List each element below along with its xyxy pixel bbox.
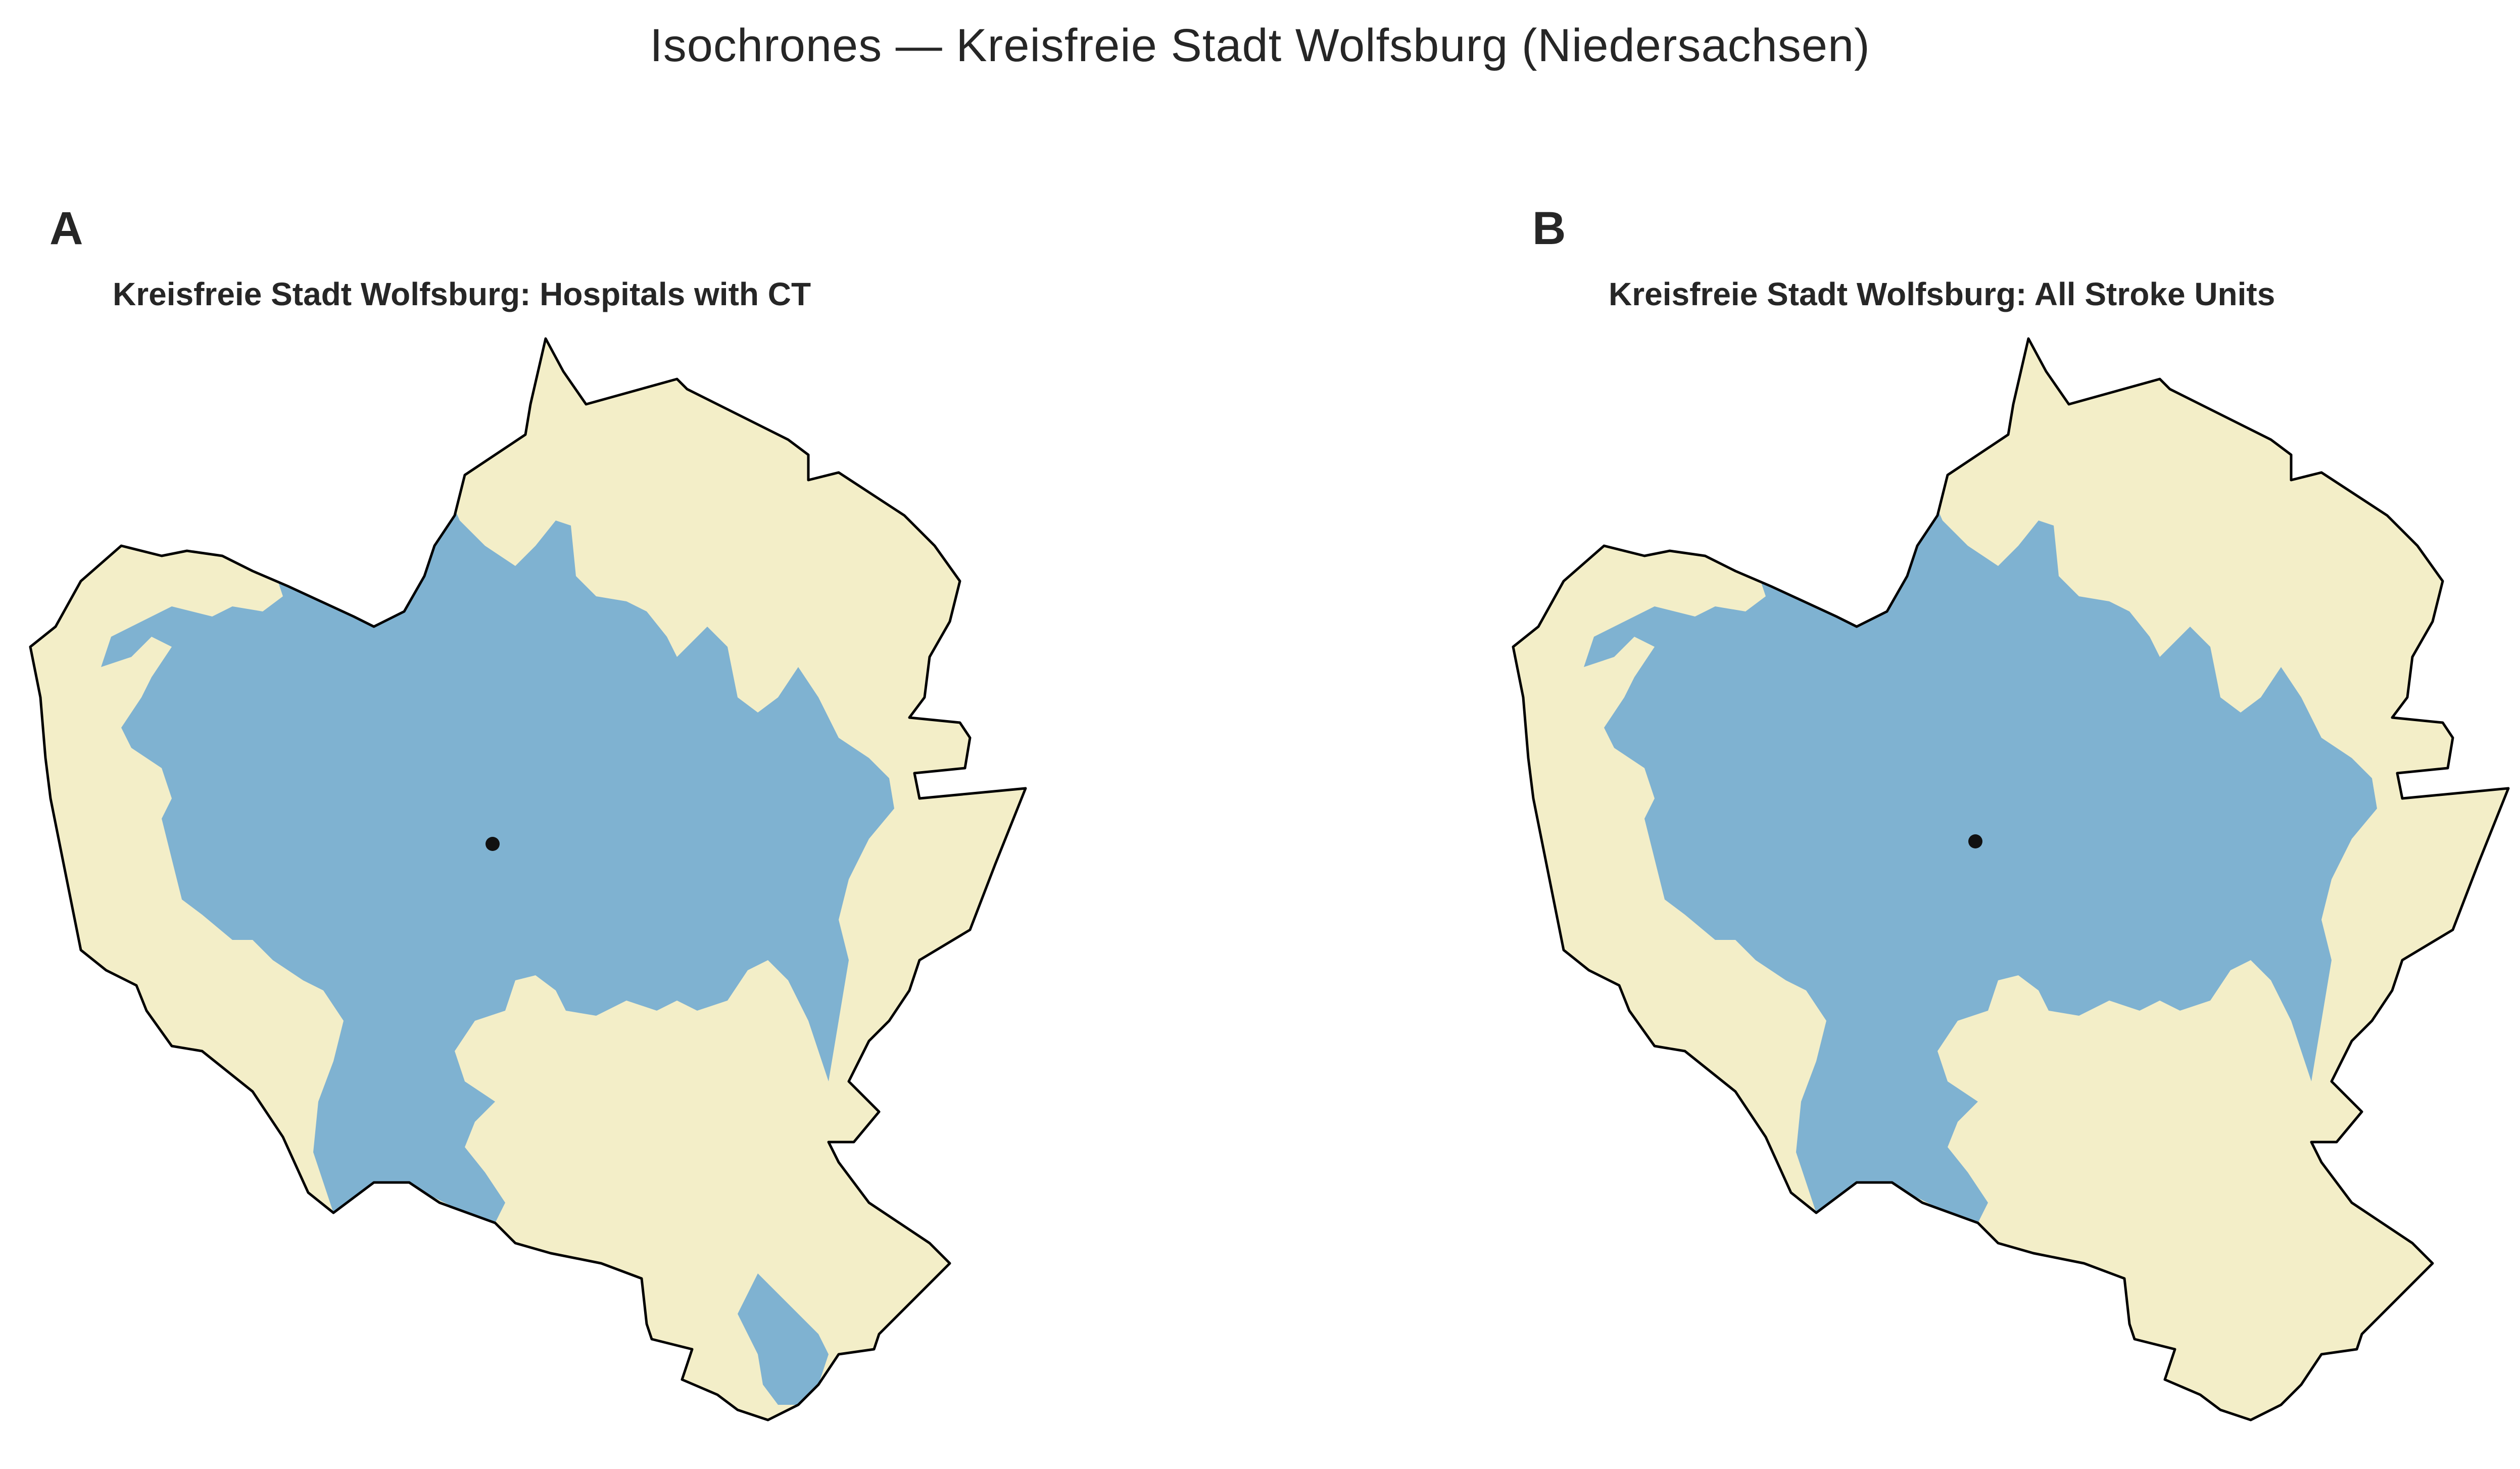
panel-letter: B — [1532, 203, 1566, 254]
origin-point — [1968, 834, 1982, 848]
figure-title: Isochrones — Kreisfreie Stadt Wolfsburg … — [650, 20, 1870, 71]
map-b — [1512, 337, 2510, 1421]
origin-point — [486, 837, 500, 851]
isochrone-area — [101, 475, 894, 1405]
panel-title: Kreisfreie Stadt Wolfsburg: All Stroke U… — [1609, 276, 2275, 312]
panel-a: A Kreisfreie Stadt Wolfsburg: Hospitals … — [20, 192, 1081, 1465]
panel-letter: A — [50, 203, 83, 254]
panel-b: B Kreisfreie Stadt Wolfsburg: All Stroke… — [1503, 192, 2520, 1465]
panel-title: Kreisfreie Stadt Wolfsburg: Hospitals wi… — [113, 276, 811, 312]
map-a — [29, 337, 1027, 1421]
district-boundary — [29, 337, 1027, 1421]
district-boundary — [1512, 337, 2510, 1421]
isochrone-area — [1584, 475, 2377, 1223]
